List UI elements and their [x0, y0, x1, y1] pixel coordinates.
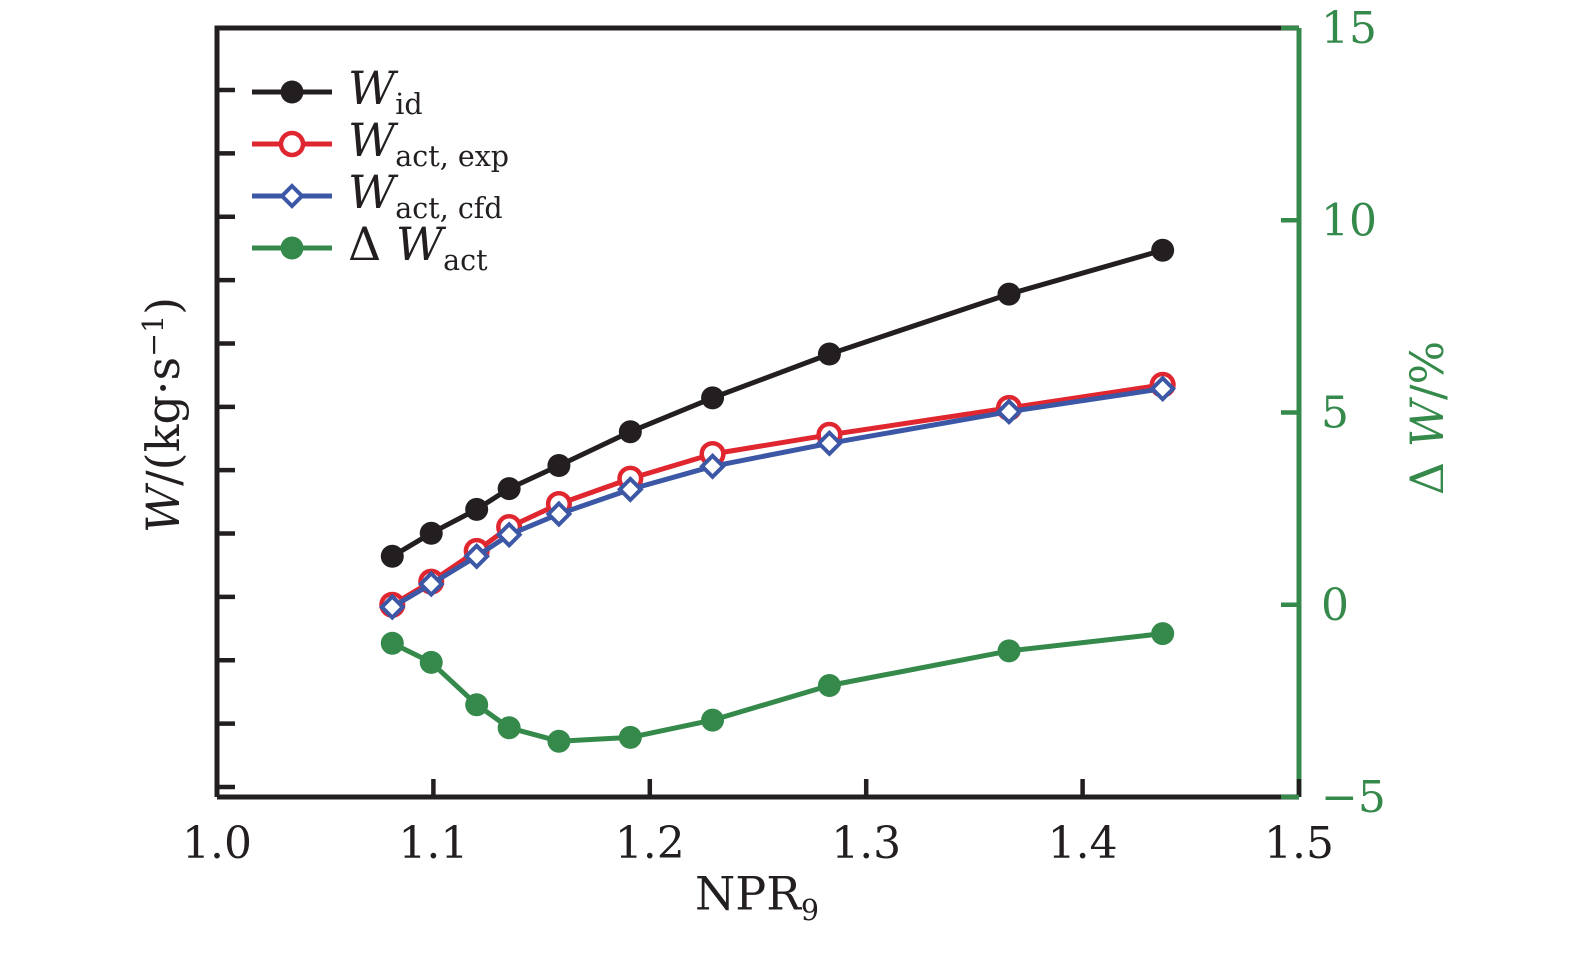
y-axis-right-label: Δ W/%	[1400, 340, 1454, 496]
series-marker-w-act-cfd	[699, 453, 726, 480]
y-axis-left-label: W/(kg·s−1)	[136, 296, 191, 534]
series-marker-w-act-cfd	[378, 593, 406, 621]
legend-marker-w-act-exp	[250, 128, 334, 160]
series-marker-w-id	[618, 420, 642, 444]
legend-sample-marker	[280, 80, 304, 104]
series-marker-w-act-cfd	[616, 476, 644, 503]
legend-sample-svg	[252, 130, 332, 158]
series-marker-w-act	[497, 716, 521, 740]
legend-marker-w-act-cfd	[250, 180, 334, 212]
series-marker-w-act-cfd	[545, 500, 573, 528]
y-right-tick-label: 0	[1321, 580, 1349, 631]
y-right-tick-label: 15	[1321, 3, 1377, 54]
y-right-tick-label: 10	[1321, 195, 1377, 246]
series-marker-w-id	[547, 454, 571, 478]
legend-sample-svg	[252, 236, 332, 260]
series-marker-w-act	[465, 693, 489, 717]
legend-sample-marker	[280, 236, 304, 260]
series-marker-w-act-cfd	[995, 398, 1023, 426]
legend-item-w-id: Wid	[250, 65, 509, 119]
series-marker-w-act-cfd	[816, 429, 843, 457]
x-tick-label: 1.1	[398, 818, 468, 869]
series-marker-w-id	[997, 282, 1021, 306]
series-marker-w-act-cfd	[417, 570, 445, 598]
legend-marker-delta-w-act	[250, 232, 334, 264]
legend-sample-marker	[279, 183, 305, 209]
series-marker-w-id	[701, 386, 725, 410]
y-right-tick-label: −5	[1321, 772, 1386, 823]
series-marker-w-id	[380, 544, 404, 568]
series-line-w-act	[389, 631, 1166, 744]
series-marker-w-act	[1151, 622, 1175, 646]
series-marker-w-id	[1151, 238, 1175, 262]
series-marker-w-act-cfd	[495, 521, 523, 549]
series-marker-w-id	[419, 521, 443, 545]
legend-item-delta-w-act: Δ Wact	[250, 221, 509, 275]
spine-left-top	[214, 25, 1299, 797]
series-marker-w-act-cfd	[463, 542, 491, 570]
x-axis-label: NPR9	[695, 866, 819, 927]
series-line-w-act-cfd	[389, 386, 1166, 610]
x-tick-label: 1.0	[182, 818, 252, 869]
y-right-tick-label: 5	[1321, 388, 1349, 439]
legend: Wid Wact, exp Wact, cfd Δ Wact	[250, 65, 509, 275]
x-tick-label: 1.4	[1048, 818, 1118, 869]
series-marker-w-act-cfd	[1149, 375, 1176, 402]
series-marker-w-id	[817, 342, 841, 366]
y-left-label-symbol: W	[136, 485, 191, 534]
legend-marker-w-id	[250, 76, 334, 108]
x-tick-label: 1.3	[831, 818, 901, 869]
series-marker-w-act	[997, 639, 1021, 663]
x-tick-label: 1.2	[615, 818, 685, 869]
series-marker-w-id	[465, 497, 489, 521]
legend-item-w-act-cfd: Wact, cfd	[250, 169, 509, 223]
series-marker-w-act	[419, 650, 443, 674]
series-marker-w-act	[618, 725, 642, 749]
series-marker-w-id	[497, 477, 521, 501]
series-marker-w-act	[817, 673, 841, 697]
series-marker-w-act	[701, 708, 725, 732]
legend-sample-svg	[252, 80, 332, 104]
legend-sample-marker	[278, 130, 306, 158]
y-right-label-symbol: W	[1400, 400, 1454, 448]
legend-item-w-act-exp: Wact, exp	[250, 117, 509, 171]
series-line-w-act-exp	[389, 382, 1166, 608]
x-tick-label: 1.5	[1264, 818, 1334, 869]
series-marker-w-act	[380, 631, 404, 655]
series-marker-w-act	[547, 729, 571, 753]
series-line-w-id	[389, 247, 1166, 559]
legend-sample-svg	[252, 183, 332, 209]
